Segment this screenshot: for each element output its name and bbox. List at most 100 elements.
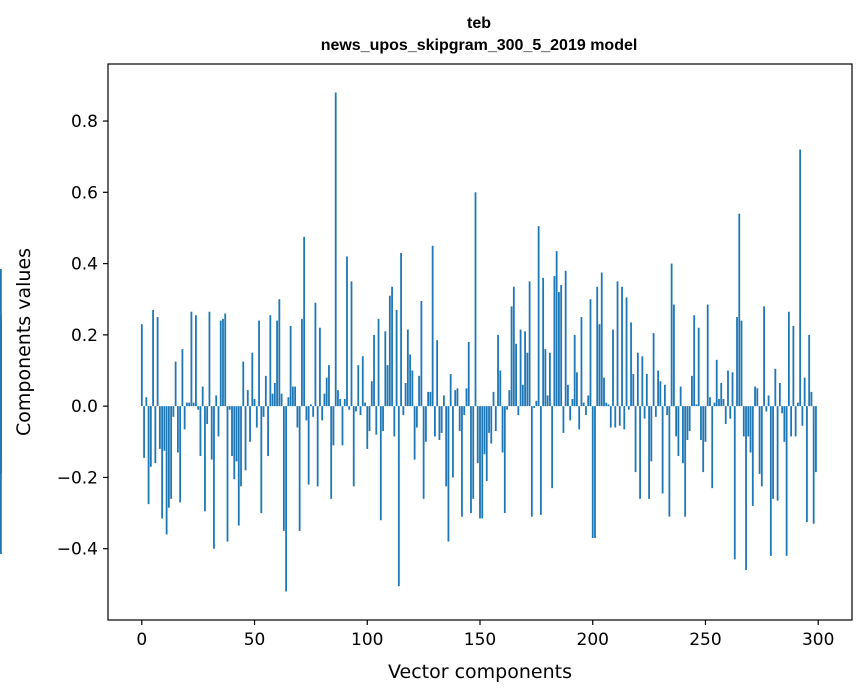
bar-component-45 bbox=[242, 361, 245, 407]
bar-component-46 bbox=[244, 406, 247, 471]
bar-component-138 bbox=[452, 406, 454, 478]
bar-component-195 bbox=[580, 317, 583, 407]
bar-component-130 bbox=[434, 406, 436, 437]
bar-component-273 bbox=[756, 388, 759, 407]
bar-component-288 bbox=[790, 406, 793, 437]
bar-component-70 bbox=[298, 406, 301, 531]
bar-component-235 bbox=[670, 263, 673, 407]
bar-component-118 bbox=[406, 329, 409, 407]
bar-component-136 bbox=[447, 406, 450, 542]
bar-component-229 bbox=[657, 370, 660, 407]
bar-component-279 bbox=[769, 406, 772, 556]
bar-component-142 bbox=[461, 406, 463, 517]
bar-component-126 bbox=[424, 406, 427, 442]
bar-component-43 bbox=[237, 406, 240, 526]
bar-component-115 bbox=[400, 252, 402, 407]
bar-component-41 bbox=[233, 406, 236, 480]
bar-component-231 bbox=[661, 406, 664, 494]
bar-component-129 bbox=[431, 245, 434, 407]
bar-component-93 bbox=[350, 281, 353, 407]
bar-component-30 bbox=[208, 311, 211, 407]
bar-component-270 bbox=[749, 406, 752, 453]
bar-component-18 bbox=[181, 349, 184, 407]
bar-component-114 bbox=[397, 406, 400, 587]
bar-component-23 bbox=[192, 402, 195, 407]
bar-component-291 bbox=[796, 402, 799, 407]
bar-component-21 bbox=[188, 402, 191, 407]
x-tick-label: 150 bbox=[464, 630, 496, 650]
bar-component-224 bbox=[645, 374, 648, 407]
bar-component-259 bbox=[724, 406, 727, 424]
bar-component-294 bbox=[803, 377, 806, 407]
bar-component-15 bbox=[174, 361, 177, 407]
bar-component-82 bbox=[325, 377, 328, 407]
bar-component-13 bbox=[170, 406, 173, 499]
bar-component-71 bbox=[300, 318, 303, 407]
bar-component-217 bbox=[630, 322, 632, 407]
bar-component-53 bbox=[260, 406, 263, 514]
bar-component-167 bbox=[517, 406, 520, 416]
bar-component-242 bbox=[686, 406, 689, 441]
bar-component-243 bbox=[688, 406, 691, 432]
bar-component-148 bbox=[474, 192, 477, 407]
bar-component-27 bbox=[201, 386, 204, 407]
bar-component-256 bbox=[718, 399, 720, 407]
bar-component-223 bbox=[643, 406, 646, 419]
x-tick-label: 250 bbox=[689, 630, 721, 650]
bar-component-undefined bbox=[0, 324, 2, 407]
bar-component-66 bbox=[289, 325, 292, 407]
bar-component-274 bbox=[758, 406, 761, 474]
bar-component-286 bbox=[785, 406, 788, 556]
bar-component-298 bbox=[812, 406, 815, 524]
bar-component-6 bbox=[154, 406, 157, 464]
bar-component-1 bbox=[143, 406, 145, 458]
bar-component-165 bbox=[512, 286, 515, 407]
bar-component-69 bbox=[296, 406, 299, 428]
bar-component-2 bbox=[145, 397, 148, 407]
bar-component-230 bbox=[659, 381, 662, 407]
bar-component-123 bbox=[418, 375, 421, 407]
bar-component-67 bbox=[291, 386, 294, 407]
y-tick-label: 0.0 bbox=[71, 397, 98, 417]
bar-component-152 bbox=[483, 406, 486, 455]
bar-component-237 bbox=[675, 406, 678, 437]
bar-component-203 bbox=[598, 324, 601, 407]
bar-component-158 bbox=[497, 334, 499, 407]
bar-component-221 bbox=[639, 406, 641, 499]
bar-component-171 bbox=[526, 352, 529, 407]
bar-component-49 bbox=[251, 352, 254, 407]
bar-component-32 bbox=[213, 406, 215, 549]
y-tick-label: 0.6 bbox=[71, 183, 98, 203]
bar-component-146 bbox=[470, 406, 472, 514]
bar-component-undefined bbox=[0, 406, 2, 417]
bar-component-287 bbox=[787, 311, 790, 407]
bar-component-185 bbox=[558, 292, 560, 407]
bar-component-44 bbox=[240, 406, 242, 487]
bar-component-35 bbox=[219, 320, 222, 407]
bar-component-63 bbox=[282, 406, 285, 531]
bar-component-261 bbox=[729, 406, 732, 419]
bar-component-199 bbox=[589, 299, 592, 407]
y-tick-label: 0.4 bbox=[71, 255, 98, 275]
bar-component-96 bbox=[357, 365, 360, 407]
bar-component-36 bbox=[222, 318, 224, 407]
bar-component-42 bbox=[235, 406, 238, 462]
bar-component-183 bbox=[553, 276, 556, 407]
bar-component-86 bbox=[334, 92, 337, 407]
bar-component-268 bbox=[745, 406, 747, 571]
bar-component-258 bbox=[722, 399, 725, 407]
x-tick-label: 0 bbox=[136, 630, 147, 650]
bar-component-121 bbox=[413, 406, 416, 460]
bar-component-140 bbox=[456, 388, 459, 407]
bar-component-31 bbox=[210, 406, 213, 460]
bar-component-81 bbox=[323, 393, 326, 407]
bar-component-19 bbox=[183, 406, 186, 430]
bar-component-172 bbox=[528, 281, 531, 407]
bar-component-110 bbox=[388, 295, 391, 407]
bar-component-275 bbox=[760, 406, 763, 487]
bar-component-213 bbox=[621, 286, 623, 407]
bar-component-9 bbox=[161, 406, 164, 519]
bar-component-222 bbox=[641, 356, 644, 407]
bar-component-132 bbox=[438, 406, 441, 441]
bar-component-85 bbox=[332, 406, 335, 446]
